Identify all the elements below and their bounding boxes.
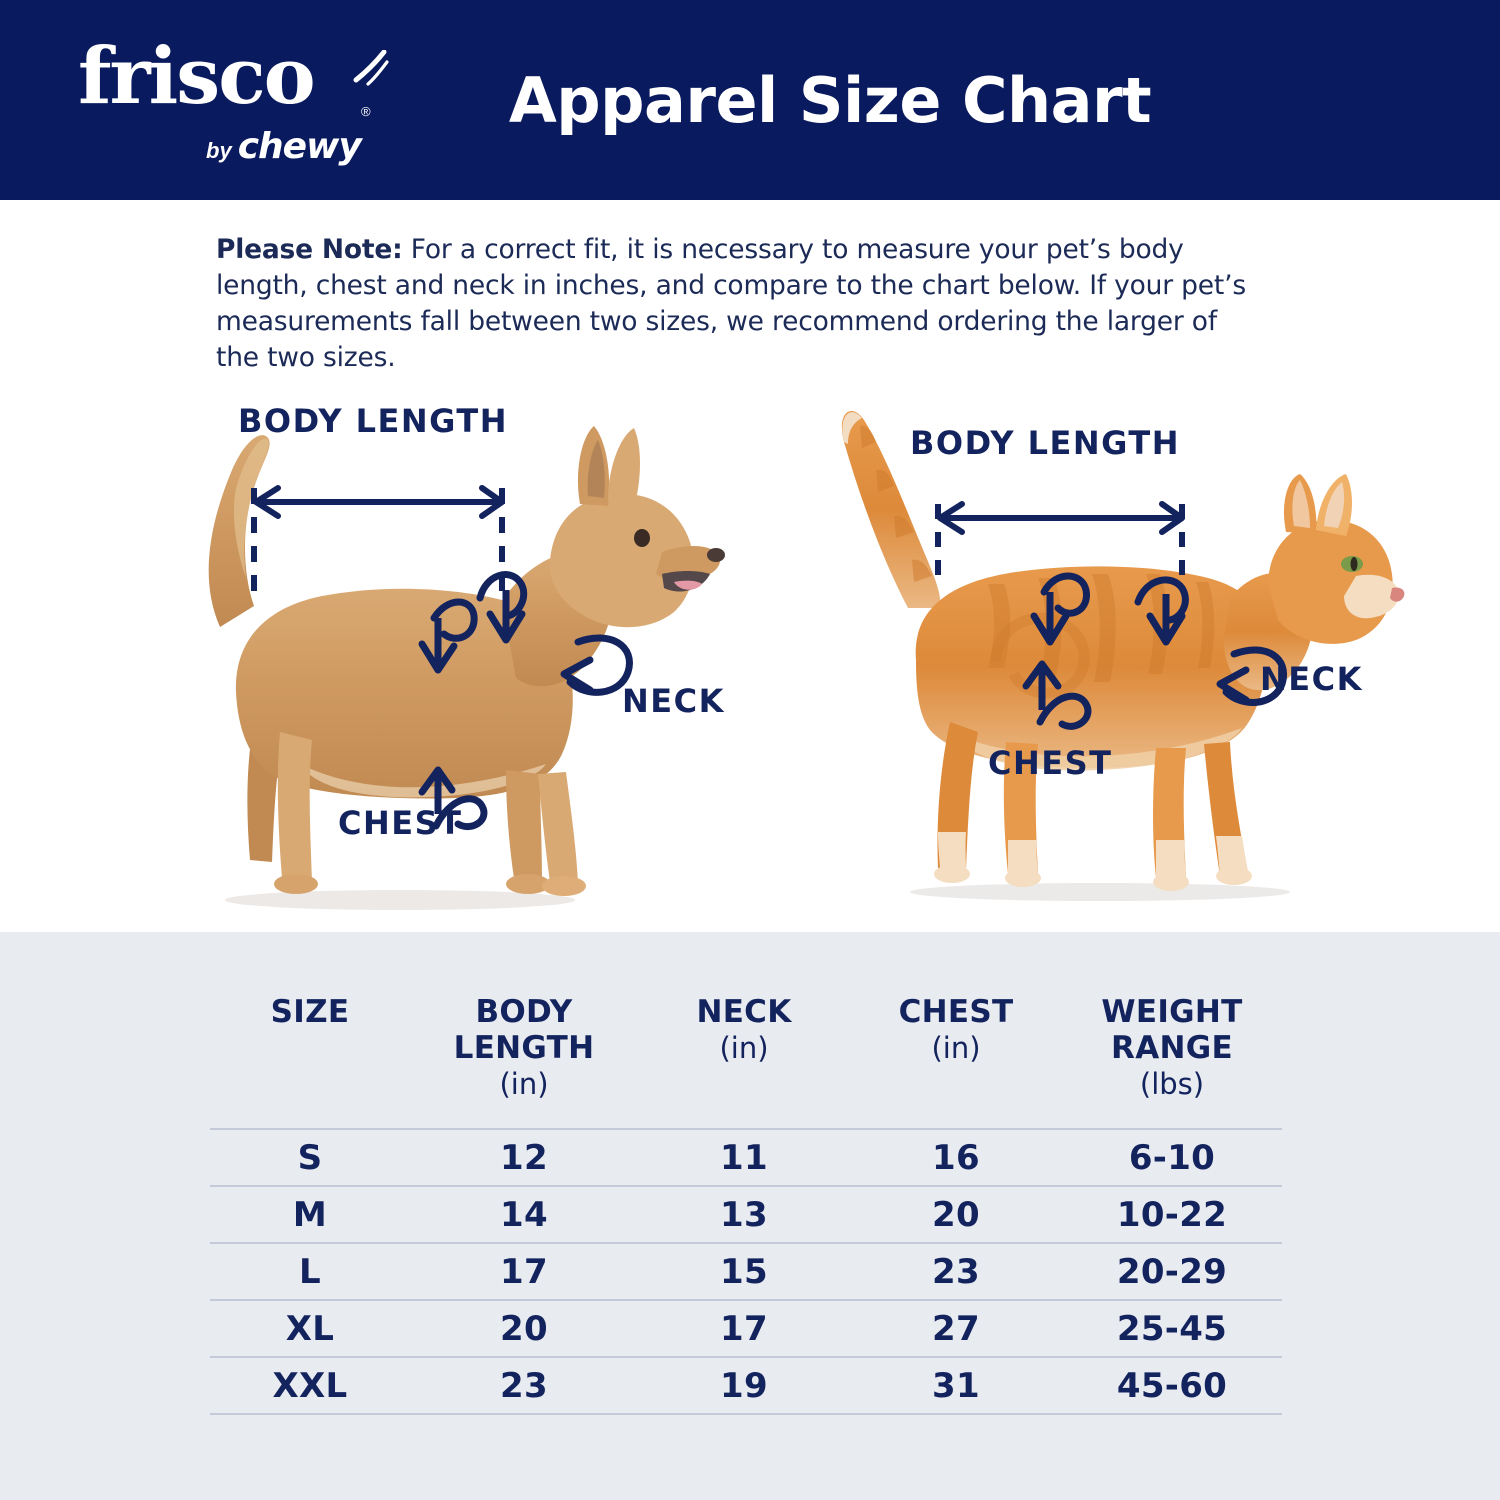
cell-chest: 27 <box>850 1299 1062 1357</box>
cell-body: 20 <box>410 1299 638 1357</box>
cell-size: S <box>210 1128 410 1186</box>
cell-weight: 45-60 <box>1062 1356 1282 1415</box>
cell-body: 12 <box>410 1128 638 1186</box>
cell-chest: 16 <box>850 1128 1062 1186</box>
cell-weight: 10-22 <box>1062 1185 1282 1243</box>
header-neck-unit: (in) <box>719 1031 769 1065</box>
illustration-area: BODY LENGTH NECK CHEST <box>0 392 1500 932</box>
cell-weight: 20-29 <box>1062 1242 1282 1300</box>
cell-body: 14 <box>410 1185 638 1243</box>
cell-weight: 25-45 <box>1062 1299 1282 1357</box>
please-note-body: For a correct fit, it is necessary to me… <box>216 234 1246 373</box>
cell-neck: 15 <box>638 1242 850 1300</box>
header-weight-range-text: WEIGHT RANGE <box>1101 994 1243 1066</box>
chewy-wordmark: chewy <box>237 126 362 167</box>
brand-wordmark: frisco <box>78 31 316 122</box>
cell-body: 17 <box>410 1242 638 1300</box>
dog-photo <box>208 426 725 910</box>
cat-neck-label: NECK <box>1260 660 1363 698</box>
size-table-body: S 12 11 16 6-10 M 14 13 20 10-22 L 17 15 <box>210 1128 1282 1415</box>
size-table-head: SIZE BODY LENGTH (in) NECK (in) CHEST (i… <box>210 994 1282 1129</box>
table-row: M 14 13 20 10-22 <box>210 1185 1282 1243</box>
cell-size: XXL <box>210 1356 410 1415</box>
header-neck: NECK (in) <box>638 994 850 1129</box>
please-note-label: Please Note: <box>216 234 403 265</box>
header-size-text: SIZE <box>270 994 350 1030</box>
table-header-row: SIZE BODY LENGTH (in) NECK (in) CHEST (i… <box>210 994 1282 1129</box>
size-table: SIZE BODY LENGTH (in) NECK (in) CHEST (i… <box>210 994 1282 1415</box>
logo-swoosh-icon <box>353 50 389 86</box>
dog-chest-label: CHEST <box>338 804 463 842</box>
header-weight-range-unit: (lbs) <box>1139 1067 1205 1101</box>
cell-neck: 13 <box>638 1185 850 1243</box>
dog-neck-label: NECK <box>622 682 725 720</box>
cell-chest: 20 <box>850 1185 1062 1243</box>
cell-chest: 31 <box>850 1356 1062 1415</box>
page-title: Apparel Size Chart <box>508 63 1152 137</box>
header-body-length: BODY LENGTH (in) <box>410 994 638 1129</box>
by-label: by <box>206 138 232 163</box>
by-chewy-lockup: by chewy <box>206 126 362 167</box>
table-row: XXL 23 19 31 45-60 <box>210 1356 1282 1415</box>
header-body-length-unit: (in) <box>499 1067 549 1101</box>
size-table-section: SIZE BODY LENGTH (in) NECK (in) CHEST (i… <box>0 932 1500 1500</box>
dog-illustration-panel: BODY LENGTH NECK CHEST <box>150 392 750 932</box>
header-chest-text: CHEST <box>898 994 1014 1030</box>
cell-size: XL <box>210 1299 410 1357</box>
frisco-logo: frisco ® by chewy <box>78 31 389 168</box>
page-header: frisco ® by chewy Apparel Size Chart <box>0 0 1500 200</box>
header-body-length-text: BODY LENGTH <box>453 994 595 1066</box>
cat-body-length-label: BODY LENGTH <box>910 424 1180 462</box>
table-row: L 17 15 23 20-29 <box>210 1242 1282 1300</box>
dog-body-length-label: BODY LENGTH <box>238 402 508 440</box>
cell-size: M <box>210 1185 410 1243</box>
header-weight-range: WEIGHT RANGE (lbs) <box>1062 994 1282 1129</box>
header-size: SIZE <box>210 994 410 1129</box>
cell-neck: 17 <box>638 1299 850 1357</box>
cell-size: L <box>210 1242 410 1300</box>
header-neck-text: NECK <box>696 994 792 1030</box>
table-row: S 12 11 16 6-10 <box>210 1128 1282 1186</box>
header-chest-unit: (in) <box>931 1031 981 1065</box>
table-row: XL 20 17 27 25-45 <box>210 1299 1282 1357</box>
cell-weight: 6-10 <box>1062 1128 1282 1186</box>
please-note-text: Please Note: For a correct fit, it is ne… <box>216 232 1246 376</box>
header-chest: CHEST (in) <box>850 994 1062 1129</box>
cat-illustration-panel: BODY LENGTH NECK CHEST <box>800 392 1420 932</box>
registered-mark: ® <box>361 104 371 119</box>
cell-neck: 19 <box>638 1356 850 1415</box>
cat-chest-label: CHEST <box>988 744 1113 782</box>
cell-neck: 11 <box>638 1128 850 1186</box>
cell-body: 23 <box>410 1356 638 1415</box>
cell-chest: 23 <box>850 1242 1062 1300</box>
